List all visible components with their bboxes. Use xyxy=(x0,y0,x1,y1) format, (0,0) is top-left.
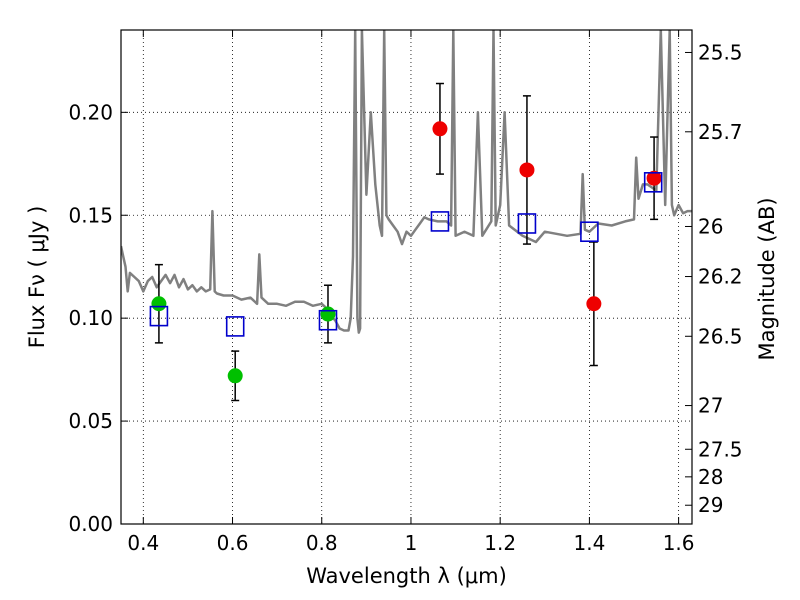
y-tick-label: 0.20 xyxy=(68,100,113,124)
data-point xyxy=(320,306,336,322)
right-axis-label: Magnitude (AB) xyxy=(755,197,779,360)
x-axis-label: Wavelength λ (μm) xyxy=(306,564,507,588)
data-point xyxy=(519,162,535,178)
mag-tick-label: 25.5 xyxy=(698,40,743,64)
model-square xyxy=(318,309,338,331)
model-square xyxy=(149,305,169,327)
x-tick-label: 1.4 xyxy=(573,531,605,555)
model-square xyxy=(580,221,599,243)
axis-ticks: 0.4 0.6 0.8 1 1.2 1.4 1.6 0.00 0.05 0.10 0.15 0.20 2… xyxy=(68,30,743,555)
mag-tick-label: 28 xyxy=(698,465,723,489)
mag-tick-label: 26.5 xyxy=(698,324,743,348)
y-tick-label: 0.15 xyxy=(68,203,113,227)
mag-tick-label: 29 xyxy=(698,493,723,517)
x-tick-label: 0.4 xyxy=(127,531,159,555)
mag-tick-label: 25.7 xyxy=(698,120,743,144)
x-tick-label: 1 xyxy=(405,531,418,555)
x-tick-label: 0.8 xyxy=(306,531,338,555)
y-tick-label: 0.10 xyxy=(68,306,113,330)
y-axis-label: Flux Fν ( μJy ) xyxy=(25,206,49,349)
model-square xyxy=(517,213,537,234)
data-point xyxy=(646,170,662,186)
model-square xyxy=(430,211,450,232)
data-point xyxy=(151,296,167,312)
grid-lines xyxy=(121,30,692,525)
mag-tick-label: 26.2 xyxy=(698,265,743,289)
data-markers xyxy=(149,121,663,384)
x-tick-label: 1.2 xyxy=(484,531,516,555)
mag-tick-label: 26 xyxy=(698,214,723,238)
plot-frame xyxy=(120,29,693,525)
data-point xyxy=(586,296,602,312)
data-point xyxy=(227,368,243,384)
spectrum-line xyxy=(121,30,692,334)
x-tick-label: 0.6 xyxy=(217,531,249,555)
mag-tick-label: 27 xyxy=(698,394,723,418)
y-tick-label: 0.05 xyxy=(68,409,113,433)
spectrum-layer xyxy=(121,30,692,334)
data-point xyxy=(432,121,448,137)
y-tick-label: 0.00 xyxy=(68,512,113,536)
model-square xyxy=(643,172,663,193)
x-tick-label: 1.6 xyxy=(663,531,695,555)
mag-tick-label: 27.5 xyxy=(698,437,743,461)
model-square xyxy=(225,316,245,337)
